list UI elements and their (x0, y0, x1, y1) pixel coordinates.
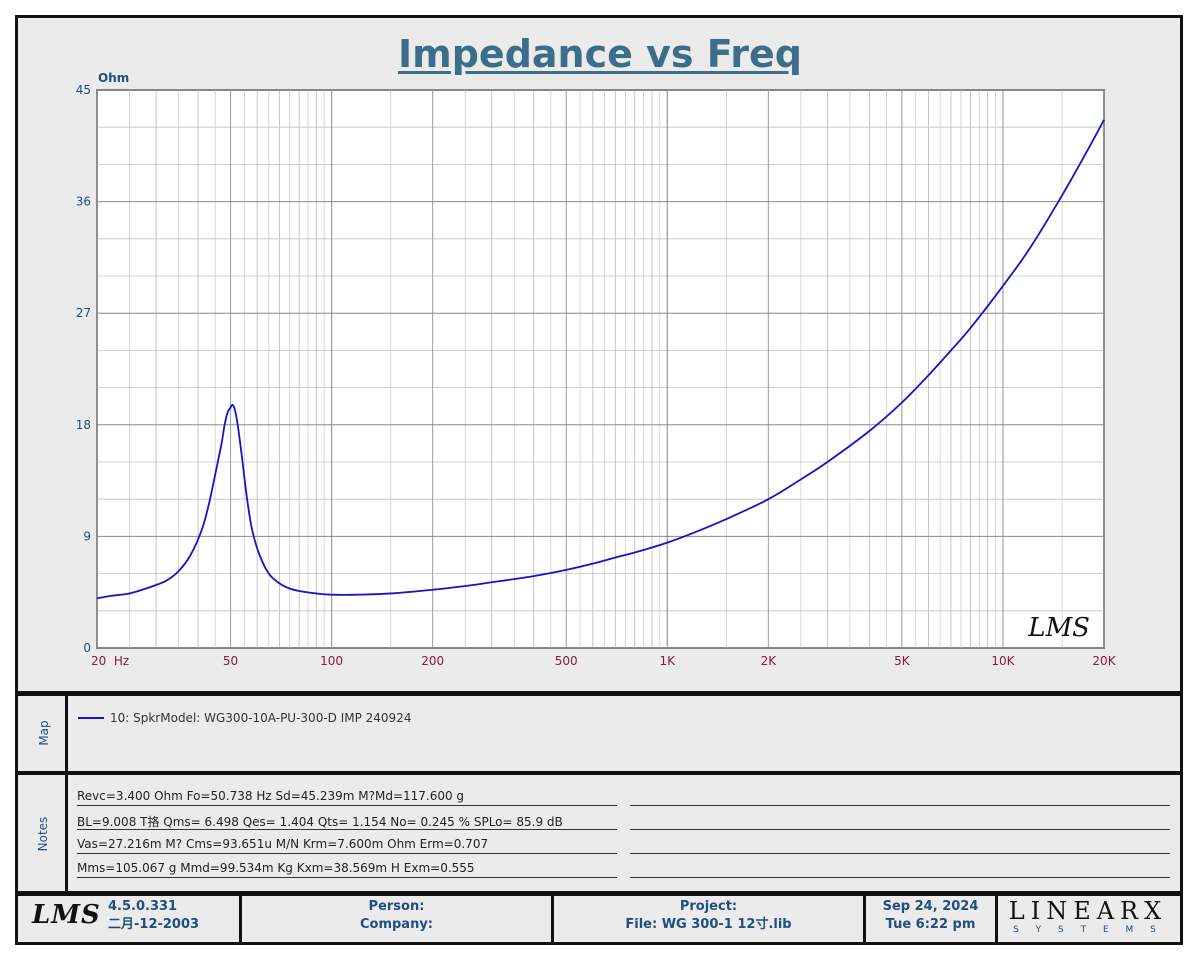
x-tick-label: 1K (660, 654, 677, 668)
grid-major (96, 89, 1105, 649)
legend-swatch (78, 717, 104, 719)
legend-text: 10: SpkrModel: WG300-10A-PU-300-D IMP 24… (110, 711, 412, 725)
y-tick-label: 18 (76, 418, 91, 432)
brand-name: LINEARX (1008, 897, 1168, 925)
linearx-brand: LINEARX S Y S T E M S (998, 898, 1178, 938)
y-tick-label: 0 (83, 641, 91, 655)
version-number: 4.5.0.331 (108, 899, 178, 914)
grid-minor (97, 90, 1104, 648)
note-blank-2 (630, 813, 1170, 830)
date-time: Sep 24, 2024 Tue 6:22 pm (866, 898, 995, 938)
series-layer (96, 119, 1105, 600)
footer-divider-2 (551, 896, 554, 942)
y-tick-label: 27 (76, 306, 91, 320)
note-line-2: BL=9.008 T挌 Qms= 6.498 Qes= 1.404 Qts= 1… (77, 813, 617, 830)
x-tick-label: 200 (421, 654, 444, 668)
x-tick-label: 5K (894, 654, 911, 668)
notes-divider (65, 775, 68, 893)
footer-divider-4 (995, 896, 998, 942)
plot-area (96, 89, 1105, 649)
person-label: Person: (368, 899, 425, 914)
y-tick-label: 36 (76, 195, 91, 209)
legend-entry: 10: SpkrModel: WG300-10A-PU-300-D IMP 24… (78, 711, 411, 725)
version-date: 二月-12-2003 (108, 917, 200, 932)
series-line-impedance (96, 119, 1105, 600)
lms-logo: LMS (32, 900, 101, 930)
note-blank-3 (630, 837, 1170, 854)
y-tick-label: 45 (76, 83, 91, 97)
note-line-4: Mms=105.067 g Mmd=99.534m Kg Kxm=38.569m… (77, 861, 617, 878)
footer-divider-1 (239, 896, 242, 942)
map-section-label: Map (37, 720, 51, 746)
note-blank-4 (630, 861, 1170, 878)
x-tick-label: 20K (1092, 654, 1116, 668)
x-tick-label: 100 (320, 654, 343, 668)
separator-footer (15, 891, 1183, 896)
time-text: Tue 6:22 pm (885, 917, 976, 932)
project-file: Project: File: WG 300-1 12寸.lib (554, 898, 863, 938)
footer-divider-3 (863, 896, 866, 942)
notes-section-label: Notes (36, 816, 50, 852)
date-text: Sep 24, 2024 (882, 899, 979, 914)
lms-watermark: LMS (1027, 613, 1090, 643)
x-tick-label: 500 (555, 654, 578, 668)
brand-sub: S Y S T E M S (1013, 925, 1163, 935)
x-tick-label: 2K (761, 654, 778, 668)
x-axis-ticks: 20 Hz 50 100 200 500 1K 2K 5K 10K 20K (91, 654, 1117, 668)
chart-title: Impedance vs Freq (398, 32, 802, 76)
company-label: Company: (359, 917, 434, 932)
y-axis-ticks: 45 36 27 18 9 0 (76, 83, 91, 655)
x-tick-label: 20 Hz (91, 654, 129, 668)
separator-map (15, 691, 1183, 696)
person-company: Person: Company: (242, 898, 551, 938)
project-label: Project: (679, 899, 738, 914)
y-tick-label: 9 (83, 529, 91, 543)
x-tick-label: 50 (223, 654, 238, 668)
map-divider (65, 696, 68, 772)
y-axis-label: Ohm (98, 71, 129, 85)
note-blank-1 (630, 789, 1170, 806)
x-tick-label: 10K (991, 654, 1015, 668)
separator-notes (15, 771, 1183, 775)
note-line-3: Vas=27.216m M? Cms=93.651u M/N Krm=7.600… (77, 837, 617, 854)
file-label: File: WG 300-1 12寸.lib (625, 917, 792, 932)
note-line-1: Revc=3.400 Ohm Fo=50.738 Hz Sd=45.239m M… (77, 789, 617, 806)
version-info: 4.5.0.331 二月-12-2003 (108, 898, 236, 938)
